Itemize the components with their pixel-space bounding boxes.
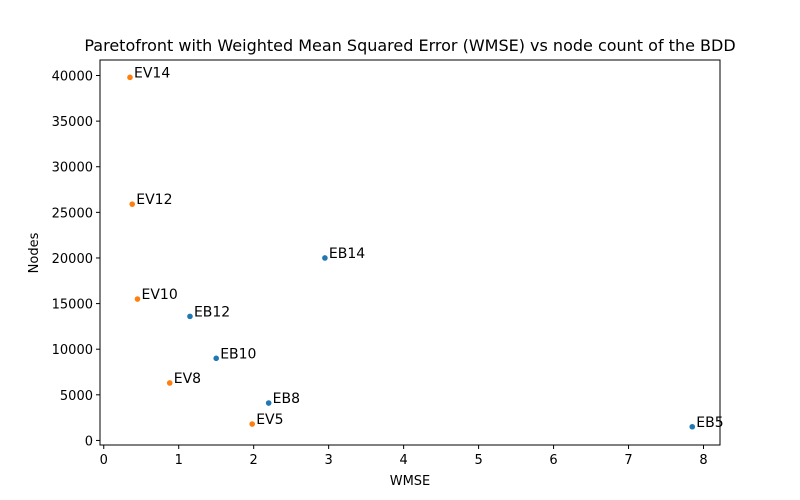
data-points: EB14 EB12 EB10 EB8 EB5 EV14 EV12 EV10 EV8 EV5 (127, 65, 724, 431)
x-tick-label: 2 (250, 453, 258, 468)
x-tick-label: 1 (175, 453, 183, 468)
data-point-ev5 (249, 421, 255, 427)
point-label-ev5: EV5 (256, 412, 283, 428)
x-axis: 0 1 2 3 4 5 6 7 8 (100, 445, 708, 468)
y-tick-label: 10000 (52, 343, 93, 358)
point-label-ev14: EV14 (134, 65, 170, 81)
x-tick-label: 7 (624, 453, 632, 468)
x-tick-label: 5 (474, 453, 482, 468)
point-label-eb12: EB12 (194, 304, 230, 320)
data-point-eb14 (322, 255, 328, 261)
y-axis-title: Nodes (27, 232, 42, 273)
point-label-ev12: EV12 (136, 192, 172, 208)
x-tick-label: 3 (325, 453, 333, 468)
y-axis: 0 5000 10000 15000 20000 25000 30000 35000 40000 (52, 70, 100, 449)
data-point-ev12 (129, 201, 136, 207)
point-label-ev8: EV8 (174, 371, 201, 387)
chart-title: Paretofront with Weighted Mean Squared E… (84, 36, 735, 55)
data-point-eb12 (187, 313, 193, 320)
y-tick-label: 20000 (52, 252, 93, 267)
data-point-ev14 (127, 74, 133, 81)
x-tick-label: 6 (549, 453, 557, 468)
x-tick-label: 8 (699, 453, 707, 468)
y-tick-label: 15000 (52, 298, 93, 313)
y-tick-label: 0 (85, 434, 93, 449)
data-point-eb8 (265, 400, 272, 406)
data-point-ev10 (134, 296, 141, 302)
y-tick-label: 25000 (52, 206, 93, 221)
x-tick-label: 0 (100, 453, 108, 468)
y-tick-label: 35000 (52, 115, 93, 130)
plot-area (99, 59, 721, 446)
y-tick-label: 5000 (60, 389, 93, 404)
data-point-ev8 (166, 380, 173, 386)
point-label-eb14: EB14 (329, 246, 365, 262)
point-label-ev10: EV10 (141, 287, 177, 303)
x-axis-title: WMSE (390, 474, 431, 489)
point-label-eb8: EB8 (273, 391, 300, 407)
y-tick-label: 40000 (52, 70, 93, 85)
point-label-eb10: EB10 (220, 346, 256, 362)
data-point-eb10 (213, 355, 220, 362)
point-label-eb5: EB5 (696, 415, 723, 431)
x-tick-label: 4 (399, 453, 407, 468)
y-tick-label: 30000 (52, 161, 93, 176)
data-point-eb5 (689, 423, 696, 430)
